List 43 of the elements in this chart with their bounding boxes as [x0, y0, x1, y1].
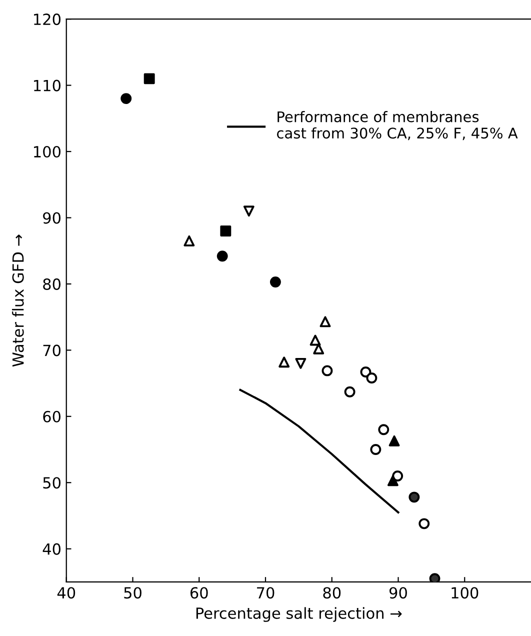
point: [320, 316, 331, 328]
point: [429, 573, 440, 582]
point: [388, 435, 400, 446]
point: [408, 492, 420, 503]
point: [216, 250, 228, 262]
x-tick-label: 90: [389, 587, 407, 599]
point: [243, 206, 254, 217]
y-tick-label: 80: [43, 278, 60, 290]
point: [418, 518, 430, 530]
x-tick-label: 80: [323, 587, 341, 599]
line-series: [239, 388, 400, 514]
point: [344, 386, 356, 398]
y-axis-title: Water flux GFD →: [12, 234, 24, 367]
point: [392, 470, 404, 482]
x-axis-title: Percentage salt rejection →: [196, 607, 402, 622]
point: [313, 343, 324, 354]
y-tick-label: 120: [34, 14, 60, 26]
point: [378, 424, 390, 436]
x-tick-label: 100: [452, 587, 478, 599]
point: [366, 372, 378, 384]
point: [120, 93, 132, 104]
x-tick-label: 50: [124, 587, 142, 599]
y-tick-label: 100: [34, 146, 60, 158]
point: [310, 334, 321, 346]
point: [220, 226, 232, 236]
y-tick-label: 110: [34, 80, 60, 92]
legend-label: Performance of membranes cast from 30% CA, 25% F, 45% A: [277, 111, 518, 140]
point: [278, 356, 290, 368]
y-tick-label: 90: [43, 212, 60, 224]
point: [387, 475, 398, 486]
point: [295, 358, 306, 369]
x-tick-label: 70: [257, 587, 274, 599]
point: [322, 365, 333, 376]
y-tick-label: 50: [43, 477, 60, 489]
y-tick-label: 70: [43, 344, 60, 356]
point: [370, 444, 382, 455]
x-tick-label: 40: [57, 587, 76, 599]
x-tick-label: 60: [190, 587, 208, 599]
y-tick-label: 60: [43, 410, 60, 422]
point: [184, 235, 195, 246]
y-tick-label: 40: [42, 543, 60, 555]
point: [144, 73, 155, 84]
point: [270, 276, 281, 288]
